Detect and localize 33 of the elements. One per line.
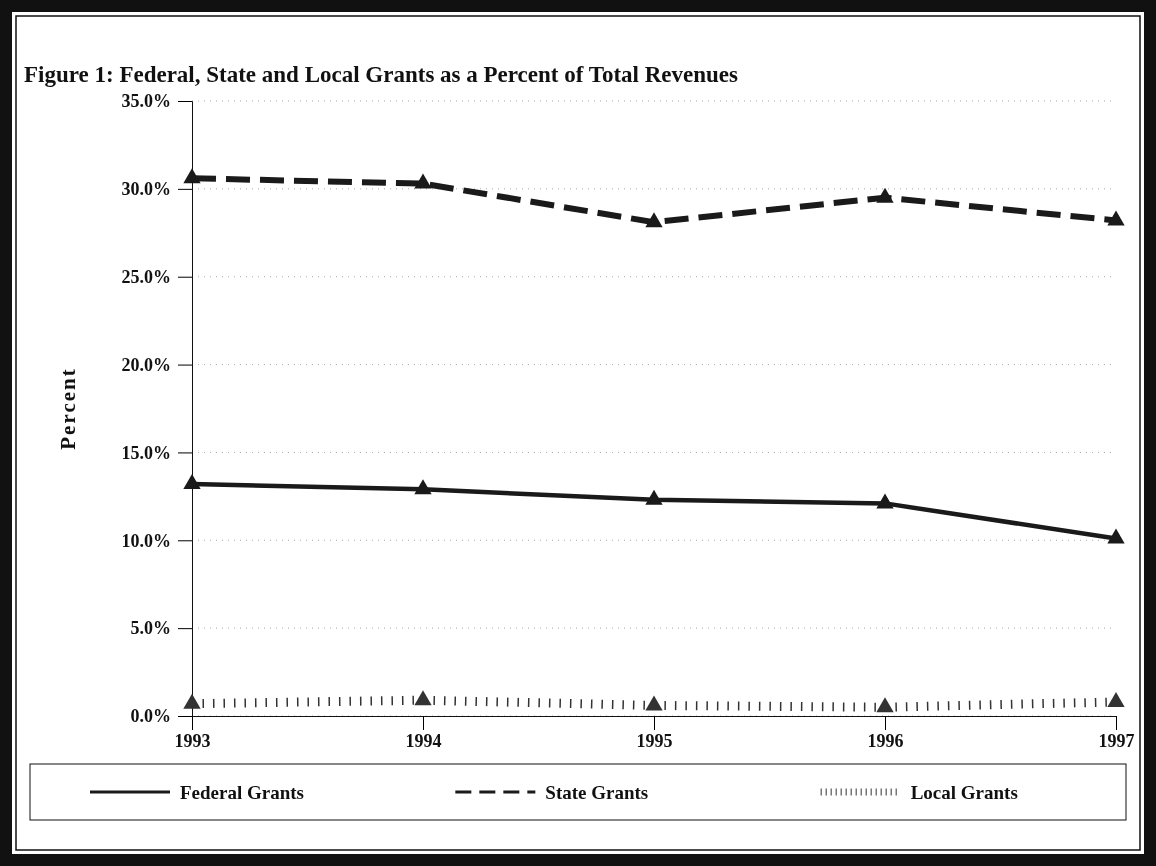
y-tick-label: 15.0% <box>121 442 171 463</box>
point <box>876 697 894 713</box>
y-axis-title: Percent <box>56 367 80 450</box>
legend-label: Local Grants <box>910 782 1018 803</box>
y-tick-label: 0.0% <box>130 706 171 727</box>
point <box>645 212 663 228</box>
point <box>414 173 432 189</box>
x-tick-label: 1995 <box>636 731 673 751</box>
point <box>414 690 432 706</box>
point <box>1107 210 1125 226</box>
point <box>183 693 201 709</box>
point <box>183 474 201 490</box>
y-tick-label: 25.0% <box>121 266 171 287</box>
point <box>183 168 201 184</box>
point <box>414 479 432 495</box>
y-tick-label: 20.0% <box>121 354 171 375</box>
point <box>1107 528 1125 544</box>
x-tick-label: 1994 <box>405 731 442 751</box>
point <box>876 493 894 509</box>
point <box>1107 691 1125 707</box>
legend-label: State Grants <box>545 782 649 803</box>
point <box>876 187 894 203</box>
x-tick-label: 1993 <box>174 731 211 751</box>
chart-title: Figure 1: Federal, State and Local Grants as a Percent of Total Revenues <box>24 62 739 87</box>
point <box>645 489 663 505</box>
y-tick-label: 30.0% <box>121 179 171 200</box>
legend-label: Federal Grants <box>180 782 305 803</box>
x-tick-label: 1997 <box>1098 731 1135 751</box>
y-tick-label: 5.0% <box>130 618 171 639</box>
point <box>645 695 663 711</box>
y-tick-label: 35.0% <box>121 91 171 112</box>
x-tick-label: 1996 <box>867 731 904 751</box>
y-tick-label: 10.0% <box>121 530 171 551</box>
